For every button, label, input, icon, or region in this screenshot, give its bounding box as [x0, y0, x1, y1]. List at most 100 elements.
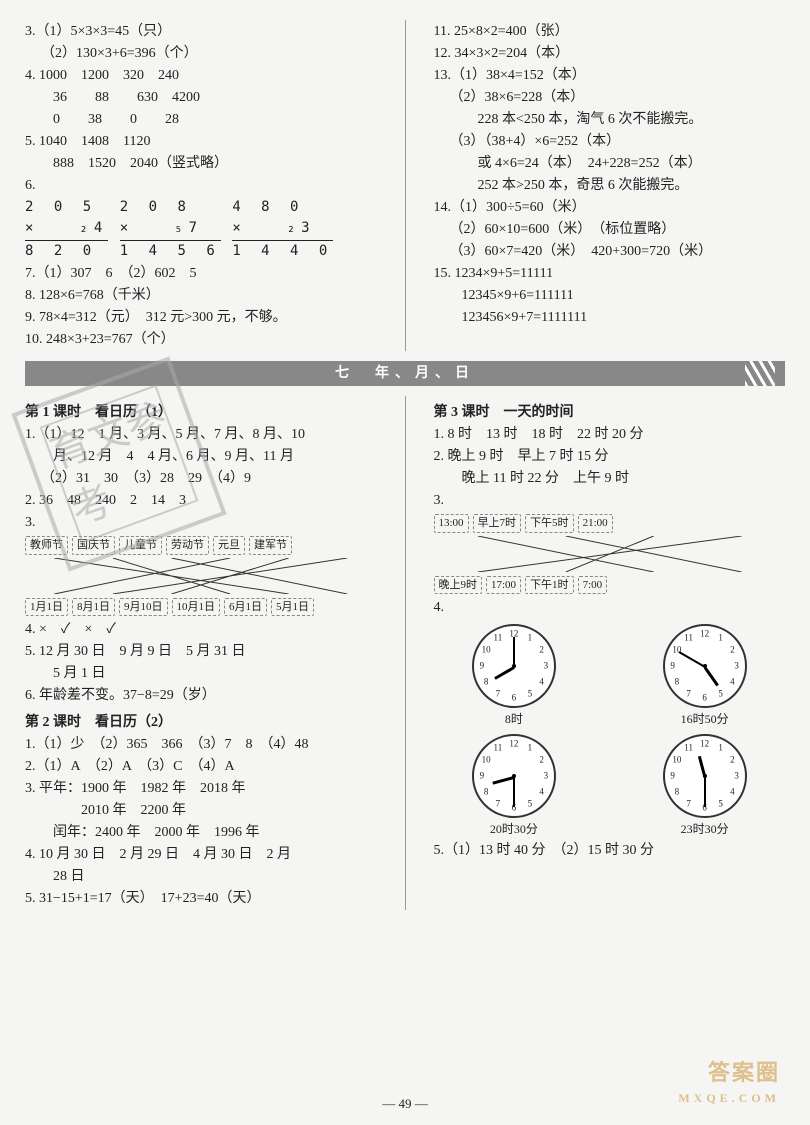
l1-4: 4. × ✓ × ✓	[25, 619, 377, 640]
q5-2: 888 1520 2040（竖式略）	[25, 153, 377, 174]
l3-1: 1. 8 时 13 时 18 时 22 时 20 分	[434, 424, 786, 445]
q4-3: 0 38 0 28	[25, 109, 377, 130]
tags-bot-row: 1月1日8月1日9月10日10月1日6月1日5月1日	[25, 598, 377, 617]
clock: 12345678910111220时30分	[472, 734, 556, 838]
tag-item: 17:00	[486, 576, 521, 595]
l2-3b: 2010 年 2200 年	[25, 800, 377, 821]
tag-item: 9月10日	[119, 598, 168, 617]
clock-row-1: 1234567891011128时 12345678910111216时50分	[434, 624, 786, 728]
clock: 1234567891011128时	[472, 624, 556, 728]
q13-2: （2）38×6=228（本）	[434, 87, 786, 108]
q13-2b: 228 本<250 本，淘气 6 次不能搬完。	[434, 109, 786, 130]
bottom-columns: 第 1 课时 看日历（1） 1.（1）12 1 月、3 月、5 月、7 月、8 …	[25, 396, 785, 910]
tag-item: 10月1日	[172, 598, 221, 617]
col-divider-2	[405, 396, 406, 910]
tags3-bot: 晚上9时17:00下午1时7:00	[434, 576, 786, 595]
l3-5: 5.（1）13 时 40 分 （2）15 时 30 分	[434, 840, 786, 861]
l2-2: 2.（1）A （2）A （3）C （4）A	[25, 756, 377, 777]
l3-4: 4.	[434, 597, 786, 618]
l2-3a: 3. 平年：1900 年 1982 年 2018 年	[25, 778, 377, 799]
l1-2: 2. 36 48 240 2 14 3	[25, 490, 377, 511]
tag-item: 儿童节	[119, 536, 162, 555]
tag-item: 国庆节	[72, 536, 115, 555]
q3-1: 3.（1）5×3×3=45（只）	[25, 21, 377, 42]
l3-2b: 晚上 11 时 22 分 上午 9 时	[434, 468, 786, 489]
q3-2: （2）130×3+6=396（个）	[25, 43, 377, 64]
bottom-right-col: 第 3 课时 一天的时间 1. 8 时 13 时 18 时 22 时 20 分 …	[434, 396, 786, 910]
watermark-main: 答案圈	[708, 1060, 780, 1085]
tag-item: 13:00	[434, 514, 469, 533]
q14-1: 14.（1）300÷5=60（米）	[434, 197, 786, 218]
q4-2: 36 88 630 4200	[25, 87, 377, 108]
l3-3: 3.	[434, 490, 786, 511]
q11: 11. 25×8×2=400（张）	[434, 21, 786, 42]
q10: 10. 248×3+23=767（个）	[25, 329, 377, 350]
l1-6: 6. 年龄差不变。37−8=29（岁）	[25, 685, 377, 706]
cross-lines-2	[434, 536, 786, 572]
top-columns: 3.（1）5×3×3=45（只） （2）130×3+6=396（个） 4. 10…	[25, 20, 785, 351]
tags3-top: 13:00早上7时下午5时21:00	[434, 514, 786, 533]
clock-label: 16时50分	[663, 710, 747, 728]
l1-3: 3.	[25, 512, 377, 533]
mult-3: 4 8 0 × ₂3 1 4 4 0	[232, 197, 333, 262]
l1-1b: 月、12 月 4 4 月、6 月、9 月、11 月	[25, 446, 377, 467]
l2-1: 1.（1）少 （2）365 366 （3）7 8 （4）48	[25, 734, 377, 755]
lesson3-title: 第 3 课时 一天的时间	[434, 402, 786, 423]
clock: 12345678910111223时30分	[663, 734, 747, 838]
tag-item: 下午5时	[525, 514, 574, 533]
tag-item: 晚上9时	[434, 576, 483, 595]
q4-1: 4. 1000 1200 320 240	[25, 65, 377, 86]
tag-item: 6月1日	[224, 598, 267, 617]
q13-3b: 或 4×6=24（本） 24+228=252（本）	[434, 153, 786, 174]
l2-4a: 4. 10 月 30 日 2 月 29 日 4 月 30 日 2 月	[25, 844, 377, 865]
q13-3c: 252 本>250 本，奇思 6 次能搬完。	[434, 175, 786, 196]
tag-item: 1月1日	[25, 598, 68, 617]
clock-label: 8时	[472, 710, 556, 728]
q15-3: 123456×9+7=1111111	[434, 307, 786, 328]
l2-4b: 28 日	[25, 866, 377, 887]
clock-row-2: 12345678910111220时30分 12345678910111223时3…	[434, 734, 786, 838]
q14-2: （2）60×10=600（米） （标位置略）	[434, 219, 786, 240]
q12: 12. 34×3×2=204（本）	[434, 43, 786, 64]
l1-1a: 1.（1）12 1 月、3 月、5 月、7 月、8 月、10	[25, 424, 377, 445]
q7: 7.（1）307 6 （2）602 5	[25, 263, 377, 284]
q13-3: （3）（38+4）×6=252（本）	[434, 131, 786, 152]
q8: 8. 128×6=768（千米）	[25, 285, 377, 306]
q14-3: （3）60×7=420（米） 420+300=720（米）	[434, 241, 786, 262]
tag-item: 7:00	[578, 576, 608, 595]
top-right-col: 11. 25×8×2=400（张） 12. 34×3×2=204（本） 13.（…	[434, 20, 786, 351]
cross-lines	[25, 558, 377, 594]
bottom-left-col: 第 1 课时 看日历（1） 1.（1）12 1 月、3 月、5 月、7 月、8 …	[25, 396, 377, 910]
l2-3c: 闰年：2400 年 2000 年 1996 年	[25, 822, 377, 843]
clock: 12345678910111216时50分	[663, 624, 747, 728]
tag-item: 5月1日	[271, 598, 314, 617]
q15-1: 15. 1234×9+5=11111	[434, 263, 786, 284]
tag-item: 下午1时	[525, 576, 574, 595]
clock-label: 20时30分	[472, 820, 556, 838]
tag-item: 元旦	[213, 536, 245, 555]
q6-label: 6.	[25, 175, 377, 196]
mult-2: 2 0 8 × ₅7 1 4 5 6	[120, 197, 221, 262]
lesson1-title: 第 1 课时 看日历（1）	[25, 402, 377, 423]
tag-item: 教师节	[25, 536, 68, 555]
q5-1: 5. 1040 1408 1120	[25, 131, 377, 152]
q9: 9. 78×4=312（元） 312 元>300 元，不够。	[25, 307, 377, 328]
section-banner: 七 年、月、日	[25, 361, 785, 386]
clock-label: 23时30分	[663, 820, 747, 838]
top-left-col: 3.（1）5×3×3=45（只） （2）130×3+6=396（个） 4. 10…	[25, 20, 377, 351]
q13-1: 13.（1）38×4=152（本）	[434, 65, 786, 86]
l1-1c: （2）31 30 （3）28 29 （4）9	[25, 468, 377, 489]
tag-item: 早上7时	[473, 514, 522, 533]
tag-item: 建军节	[249, 536, 292, 555]
tag-item: 8月1日	[72, 598, 115, 617]
l2-5: 5. 31−15+1=17（天） 17+23=40（天）	[25, 888, 377, 909]
mult-1: 2 0 5 × ₂4 8 2 0	[25, 197, 108, 262]
tag-item: 劳动节	[166, 536, 209, 555]
l3-2a: 2. 晚上 9 时 早上 7 时 15 分	[434, 446, 786, 467]
tags-top-row: 教师节国庆节儿童节劳动节元旦建军节	[25, 536, 377, 555]
lesson2-title: 第 2 课时 看日历（2）	[25, 712, 377, 733]
watermark-sub: MXQE.COM	[678, 1089, 780, 1107]
tag-item: 21:00	[578, 514, 613, 533]
watermark: 答案圈 MXQE.COM	[678, 1056, 780, 1107]
l1-5b: 5 月 1 日	[25, 663, 377, 684]
